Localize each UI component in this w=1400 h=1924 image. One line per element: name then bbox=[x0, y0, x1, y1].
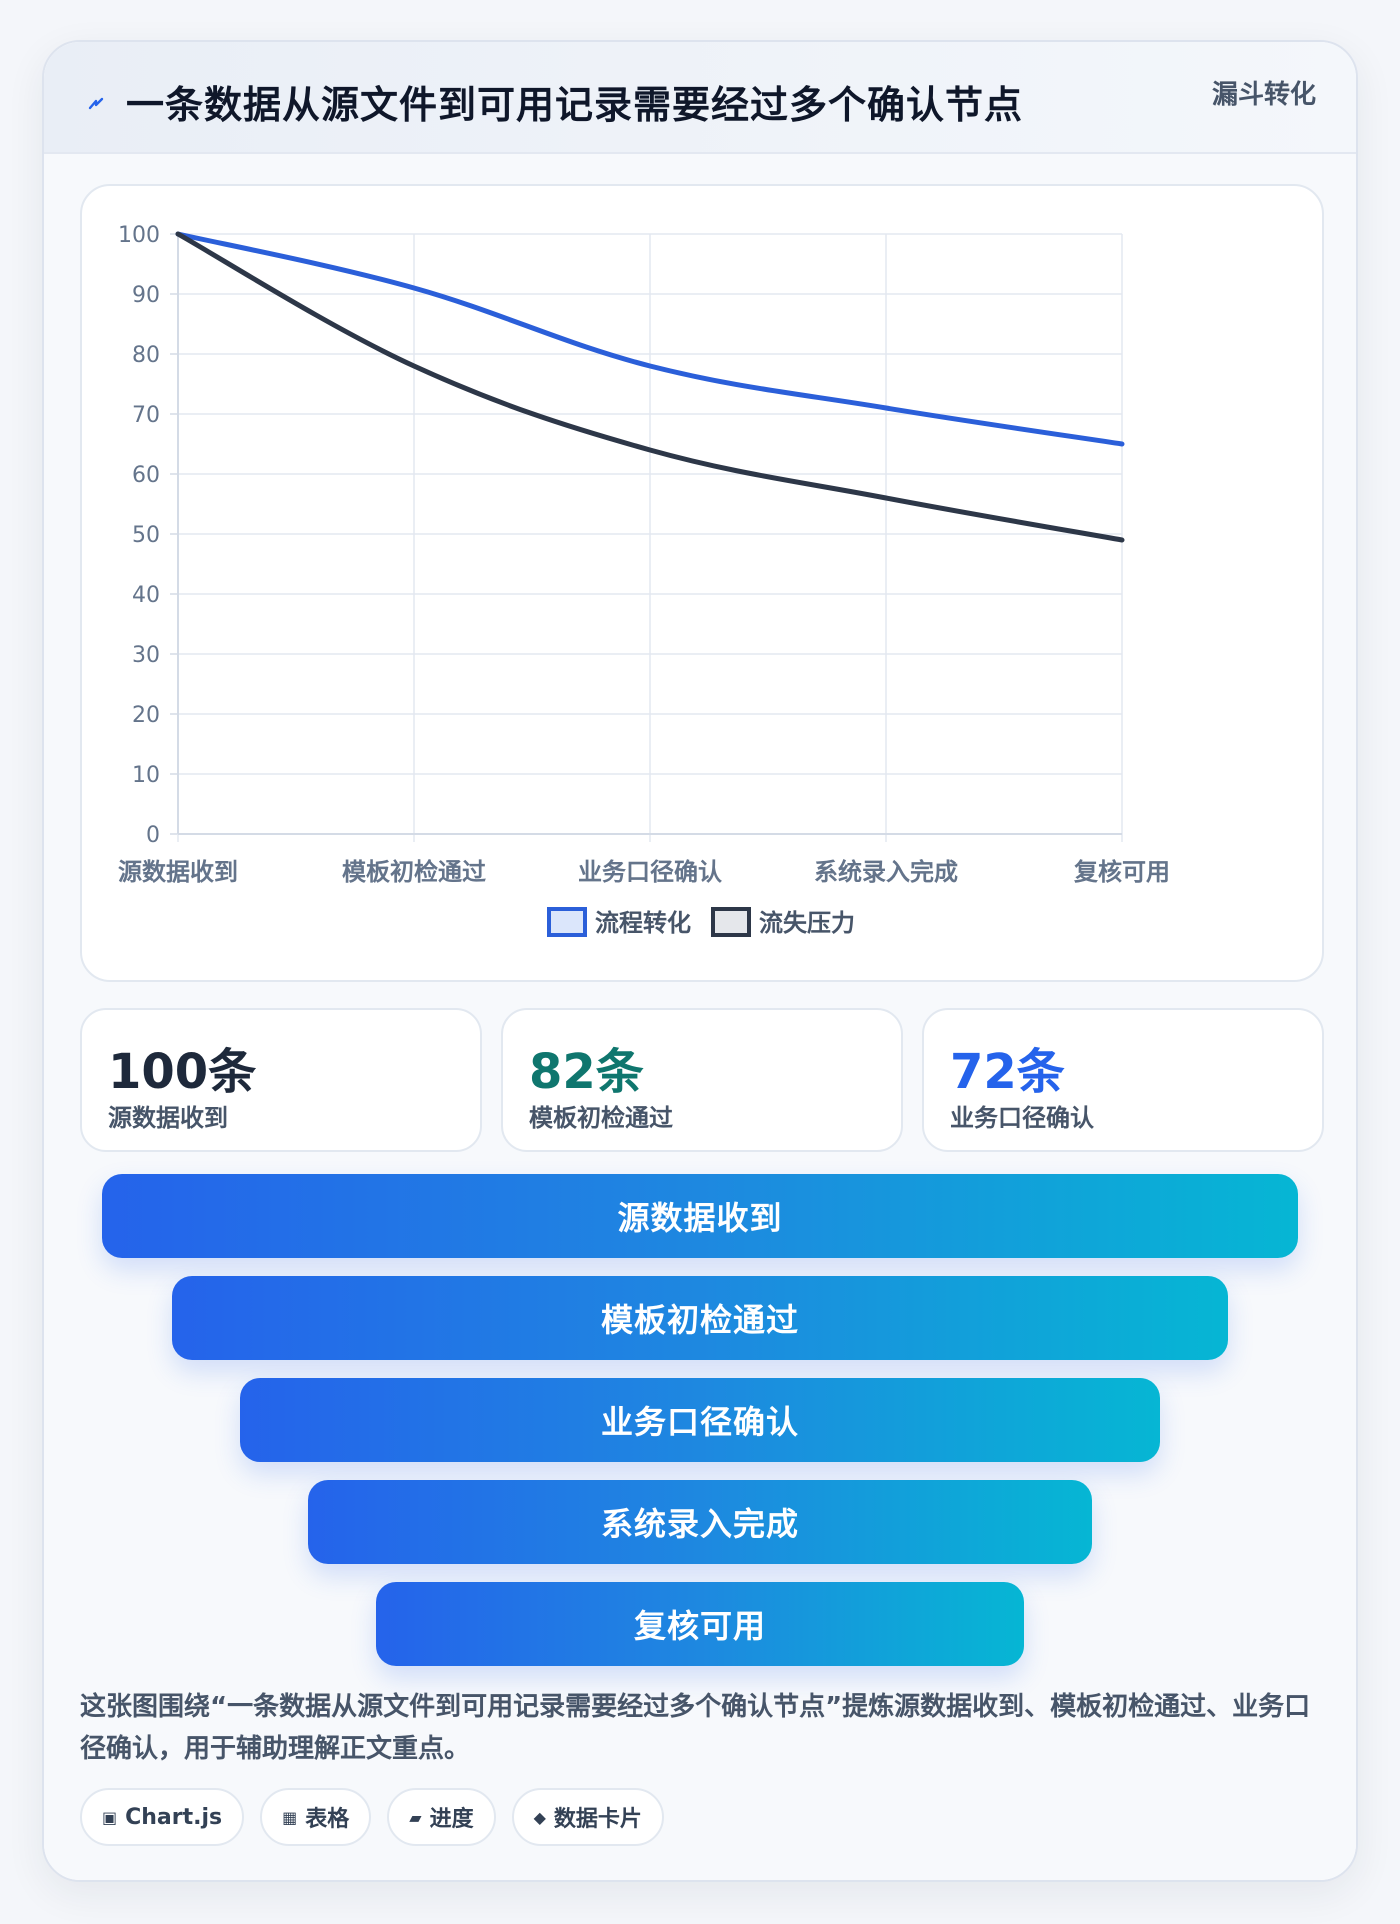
stat-card-2: 82条 模板初检通过 bbox=[501, 1008, 903, 1152]
chip-table[interactable]: ▦ 表格 bbox=[260, 1788, 372, 1846]
legend-label-1: 流程转化 bbox=[595, 909, 691, 937]
chip-label: 数据卡片 bbox=[553, 1807, 642, 1832]
series-line-2 bbox=[175, 231, 1125, 543]
series-line-1 bbox=[175, 231, 1125, 447]
funnel-stage-3: 业务口径确认 bbox=[240, 1378, 1160, 1462]
legend-swatch-2 bbox=[711, 907, 751, 937]
progress-icon: ▰ bbox=[409, 1807, 422, 1827]
funnel-stage-5: 复核可用 bbox=[376, 1582, 1024, 1666]
line-chart: 0 10 20 30 40 50 60 70 80 90 100 源数据收到 模板初检通过 业务口径确认 系… bbox=[80, 184, 1324, 982]
y-tick-label: 10 bbox=[132, 763, 160, 788]
chip-label: Chart.js bbox=[125, 1804, 223, 1830]
chip-chartjs[interactable]: ▣ Chart.js bbox=[80, 1788, 245, 1846]
lightning-icon bbox=[88, 97, 104, 110]
stat-label: 模板初检通过 bbox=[529, 1104, 673, 1132]
y-tick-label: 90 bbox=[132, 283, 160, 308]
diamond-icon: ◆ bbox=[533, 1807, 546, 1827]
x-tick-label: 业务口径确认 bbox=[578, 858, 722, 886]
funnel-stage-2: 模板初检通过 bbox=[172, 1276, 1228, 1360]
legend-label-2: 流失压力 bbox=[759, 909, 855, 937]
stat-value: 72条 bbox=[950, 1044, 1065, 1100]
x-tick-label: 源数据收到 bbox=[118, 858, 238, 886]
chart-icon: ▣ bbox=[102, 1807, 118, 1827]
chip-data-card[interactable]: ◆ 数据卡片 bbox=[511, 1788, 664, 1846]
stat-value: 82条 bbox=[529, 1044, 644, 1100]
y-tick-label: 80 bbox=[132, 343, 160, 368]
table-icon: ▦ bbox=[282, 1807, 298, 1827]
y-tick-label: 0 bbox=[146, 823, 160, 848]
stat-card-1: 100条 源数据收到 bbox=[80, 1008, 482, 1152]
card-body: 0 10 20 30 40 50 60 70 80 90 100 源数据收到 模板初检通过 业务口径确认系… bbox=[44, 154, 1356, 1880]
stat-card-3: 72条 业务口径确认 bbox=[922, 1008, 1324, 1152]
chip-label: 表格 bbox=[305, 1807, 350, 1832]
y-tick-label: 20 bbox=[132, 703, 160, 728]
funnel-stage-4: 系统录入完成 bbox=[308, 1480, 1092, 1564]
x-tick-label: 模板初检通过 bbox=[342, 858, 486, 886]
stat-value: 100条 bbox=[108, 1044, 257, 1100]
y-tick-label: 70 bbox=[132, 403, 160, 428]
y-tick-label: 50 bbox=[132, 523, 160, 548]
funnel: 源数据收到 模板初检通过 业务口径确认 系统录入完成 复核可用 bbox=[44, 1174, 1356, 1694]
chip-label: 进度 bbox=[429, 1807, 474, 1832]
y-tick-label: 40 bbox=[132, 583, 160, 608]
y-tick-label: 60 bbox=[132, 463, 160, 488]
chip-progress[interactable]: ▰ 进度 bbox=[387, 1788, 496, 1846]
chart-type-tag: 漏斗转化 bbox=[1211, 80, 1316, 110]
card-header: 一条数据从源文件到可用记录需要经过多个确认节点 漏斗转化 bbox=[44, 42, 1356, 154]
x-tick-label: 系统录入完成 bbox=[814, 858, 958, 886]
y-tick-label: 100 bbox=[118, 223, 160, 248]
stat-cards: 100条 源数据收到 82条 模板初检通过 72条 业务口径确认 bbox=[80, 1008, 1324, 1152]
chart-card: 一条数据从源文件到可用记录需要经过多个确认节点 漏斗转化 0 10 20 30 40 50… bbox=[42, 40, 1358, 1882]
stat-label: 业务口径确认 bbox=[950, 1104, 1094, 1132]
y-tick-label: 30 bbox=[132, 643, 160, 668]
summary-text: 这张图围绕“一条数据从源文件到可用记录需要经过多个确认节点”提炼源数据收到、模板… bbox=[80, 1692, 1311, 1764]
funnel-stage-1: 源数据收到 bbox=[102, 1174, 1298, 1258]
tag-chips: ▣ Chart.js ▦ 表格 ▰ 进度 ◆ 数据卡片 bbox=[80, 1788, 664, 1846]
legend-swatch-1 bbox=[547, 907, 587, 937]
line-chart-svg: 0 10 20 30 40 50 60 70 80 90 100 源数据收到 模板初检通过 业务口径确认 系… bbox=[118, 223, 1170, 937]
stat-label: 源数据收到 bbox=[108, 1104, 228, 1132]
page-title: 一条数据从源文件到可用记录需要经过多个确认节点 bbox=[126, 83, 1024, 127]
x-tick-label: 复核可用 bbox=[1073, 858, 1170, 886]
